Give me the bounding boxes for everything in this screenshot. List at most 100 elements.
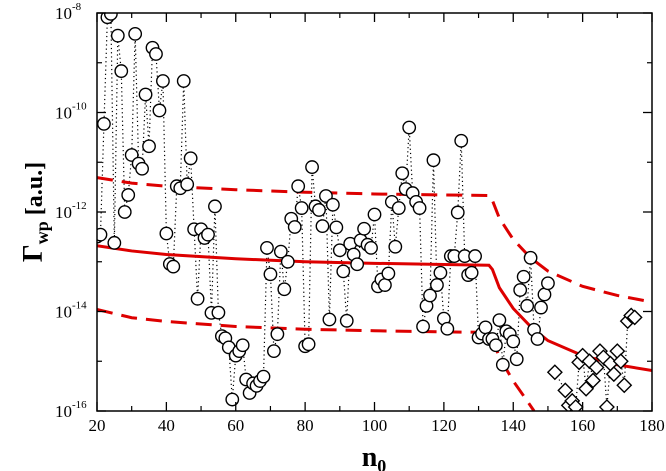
data-point-circle [97, 227, 108, 242]
data-point-circle [489, 338, 503, 353]
data-point-diamond [588, 359, 605, 376]
x-axis-title: n0 [362, 442, 387, 471]
data-point-circle [312, 203, 326, 217]
data-point-diamond [578, 380, 595, 397]
data-point-circle [336, 264, 351, 279]
data-point-circle [315, 219, 330, 234]
data-point-diamond [598, 399, 615, 411]
x-tick-label: 40 [158, 416, 175, 435]
x-tick-label: 140 [501, 416, 527, 435]
x-tick-label: 80 [297, 416, 314, 435]
data-point-circle [534, 300, 548, 315]
data-point-circle [416, 319, 430, 334]
data-point-circle [103, 13, 118, 21]
data-point-circle [208, 199, 222, 214]
data-point-circle [235, 338, 250, 353]
y-axis-title-subscript: wp [32, 221, 52, 244]
ticks-layer: 20 40 60 80 100 120 140 160 180 10-16 10-14 10-12 10… [55, 1, 665, 435]
data-point-circle [270, 327, 285, 342]
data-point-circle [412, 201, 427, 215]
data-point-circle [166, 259, 181, 274]
data-point-circle [423, 288, 437, 303]
data-point-circle [492, 313, 507, 328]
x-tick-label: 120 [431, 416, 457, 435]
data-point-circle [454, 133, 469, 148]
data-point-circle [367, 207, 382, 222]
data-point-circle [378, 278, 392, 292]
data-point-circle [135, 161, 149, 176]
x-tick-label: 60 [227, 416, 244, 435]
data-point-circle [225, 392, 240, 407]
data-point-circle [260, 240, 274, 255]
data-point-circle [97, 117, 111, 131]
data-point-circle [267, 344, 281, 358]
data-point-circle [159, 226, 174, 241]
data-point-circle [433, 265, 448, 280]
y-axis-title-main: Γ [18, 244, 49, 262]
data-point-diamond [616, 377, 633, 394]
data-point-circle [201, 227, 215, 242]
data-point-circle [364, 240, 378, 255]
data-point-diamond [612, 353, 629, 370]
data-point-circle [291, 179, 306, 194]
data-point-circle [329, 220, 344, 235]
series-layer [97, 13, 652, 411]
y-axis-title-units: [a.u.] [22, 162, 48, 215]
data-point-circle [339, 313, 354, 328]
data-point-circle [280, 254, 295, 269]
data-point-circle [305, 160, 319, 174]
data-point-diamond [546, 364, 563, 381]
x-tick-label: 100 [362, 416, 388, 435]
data-point-diamond [567, 399, 584, 411]
data-point-circle [152, 103, 167, 118]
y-tick-label: 10-8 [55, 1, 82, 23]
x-axis-title-main: n [362, 442, 378, 471]
y-tick-label: 10-16 [55, 399, 87, 421]
data-point-diamond [626, 309, 643, 326]
data-point-circle [430, 278, 444, 292]
data-point-circle [322, 312, 337, 327]
data-point-diamond [585, 372, 602, 389]
x-tick-label: 160 [570, 416, 596, 435]
data-point-circle [450, 205, 465, 220]
data-point-circle [530, 332, 545, 346]
data-point-circle [381, 266, 396, 281]
data-point-circle [513, 283, 528, 297]
data-point-circle [440, 321, 455, 336]
x-tick-label: 20 [89, 416, 106, 435]
data-point-circle [183, 151, 198, 166]
data-point-circle [391, 201, 406, 215]
data-point-diamond [605, 366, 622, 383]
data-point-circle [277, 282, 292, 297]
data-point-circle [325, 197, 340, 212]
data-point-circle [121, 188, 136, 202]
data-point-diamond [557, 382, 574, 399]
data-point-circle [294, 201, 309, 215]
data-point-circle [107, 235, 122, 250]
data-point-circle [402, 120, 417, 135]
data-point-circle [149, 47, 163, 61]
data-point-circle [128, 27, 143, 41]
data-point-circle [506, 334, 521, 349]
data-point-circle [464, 265, 479, 280]
data-point-circle [211, 305, 226, 320]
data-point-circle [110, 28, 125, 43]
y-tick-label: 10-14 [55, 300, 87, 322]
x-tick-label: 180 [639, 416, 665, 435]
data-point-circle [541, 276, 555, 291]
y-tick-label: 10-12 [55, 200, 87, 222]
data-point-circle [350, 257, 365, 272]
fit-curve-dashed-3 [97, 176, 652, 304]
data-point-circle [509, 352, 524, 367]
data-point-circle [287, 220, 302, 234]
data-point-circle [142, 139, 156, 154]
data-point-circle [523, 250, 538, 265]
data-point-circle [180, 177, 195, 192]
data-point-circle [256, 369, 271, 384]
data-point-circle [273, 244, 288, 259]
data-point-circle [520, 298, 535, 313]
data-point-circle [478, 320, 493, 335]
data-point-circle [516, 269, 531, 284]
